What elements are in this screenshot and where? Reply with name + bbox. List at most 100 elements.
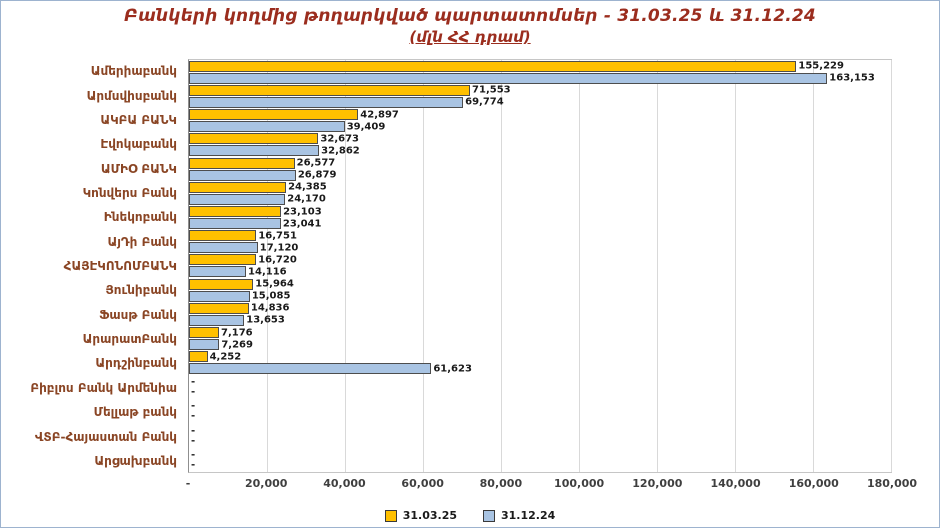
bar-row: 16,720 14,116 [189, 254, 891, 278]
gridline [812, 60, 814, 472]
bar-row: 155,229 163,153 [189, 60, 891, 84]
category-label: Արդշինբանկ [95, 356, 177, 371]
category-label: Յունիբանկ [105, 283, 177, 298]
bar-31.03.25: 14,836 [189, 302, 289, 314]
bar-31.12.24: 23,041 [189, 218, 321, 230]
x-tick-label: 140,000 [710, 477, 761, 490]
category-label: ԱԿԲԱ ԲԱՆԿ [100, 112, 177, 127]
bar-31.03.25: 71,553 [189, 84, 511, 96]
value-label: - [191, 459, 196, 471]
bar-row: -- [189, 424, 891, 448]
legend-label: 31.12.24 [501, 509, 556, 522]
plot-area: 155,229 163,153 71,553 69,774 42,897 39,409 32… [188, 59, 892, 473]
x-tick-label: 20,000 [244, 477, 288, 490]
gridline [579, 60, 580, 472]
bar-31.03.25: 15,964 [189, 278, 294, 290]
value-label: - [191, 435, 196, 447]
x-tick-label: 180,000 [866, 477, 918, 490]
bar-row: 23,103 23,041 [189, 205, 891, 230]
bar-row: -- [189, 448, 891, 472]
value-label: - [191, 410, 196, 422]
bar-row: 24,385 24,170 [189, 181, 891, 205]
value-label: 16,751 [258, 230, 297, 242]
value-label: - [191, 376, 196, 388]
category-label: Բիբլոս Բանկ Արմենիա [30, 380, 177, 395]
value-label: 23,103 [283, 206, 322, 218]
value-label: - [191, 386, 196, 398]
bar-31.12.24: 39,409 [189, 121, 385, 133]
category-label: ՎՏԲ-Հայաստան Բանկ [34, 429, 177, 444]
x-tick-label: 120,000 [632, 477, 683, 490]
bar-31.12.24: 163,153 [189, 72, 875, 84]
value-label: 163,153 [829, 72, 875, 84]
bar-row: 32,673 32,862 [189, 133, 891, 157]
gridline [657, 60, 658, 472]
bar-row: 14,836 13,653 [189, 302, 891, 326]
value-label: 15,964 [255, 278, 294, 290]
value-label: 71,553 [472, 84, 511, 96]
bar-31.03.25: 4,252 [189, 351, 241, 363]
category-label: ՀԱՅԷԿՈՆՈՄԲԱՆԿ [63, 259, 177, 274]
category-label: Մելլաթ բանկ [93, 405, 177, 420]
category-label: Կոնվերս Բանկ [82, 185, 177, 200]
x-tick-label: 100,000 [554, 477, 605, 490]
bar-31.12.24: 61,623 [189, 363, 472, 375]
value-label: 14,836 [250, 302, 290, 314]
bar-row: 71,553 69,774 [189, 84, 891, 108]
value-label: 4,252 [209, 351, 242, 363]
value-label: 7,176 [220, 327, 253, 339]
x-axis: - 20,000 40,000 60,000 80,000 100,000 120,000 1… [185, 477, 917, 493]
value-label: 26,577 [296, 157, 336, 169]
category-axis: Ամերիաբանկ Արմսվիսբանկ ԱԿԲԱ ԲԱՆԿ Էվոկաբանկ Ա… [15, 59, 185, 473]
gridline [344, 60, 346, 472]
bar-row: 15,964 15,085 [189, 278, 891, 302]
bar-31.12.24: 17,120 [189, 242, 298, 254]
value-label: 15,085 [251, 290, 291, 302]
value-label: 155,229 [798, 60, 844, 72]
value-label: - [191, 449, 196, 461]
bar-row: -- [189, 399, 891, 423]
bar-31.03.25: 26,577 [189, 157, 335, 169]
bar-31.12.24: 69,774 [189, 96, 504, 108]
value-label: 42,897 [360, 109, 399, 121]
gridline [891, 60, 892, 472]
gridline [735, 60, 736, 472]
gridline [500, 60, 502, 472]
category-label: Ամերիաբանկ [90, 64, 177, 79]
bar-row: -- [189, 375, 891, 399]
value-label: 24,385 [288, 181, 327, 193]
value-label: 24,170 [287, 193, 326, 205]
bar-row: 16,751 17,120 [189, 230, 891, 254]
value-label: 39,409 [346, 121, 386, 133]
x-tick-label: 160,000 [788, 477, 839, 490]
gridline [423, 60, 424, 472]
bar-31.03.25: 24,385 [189, 181, 327, 193]
value-label: 14,116 [248, 266, 287, 278]
x-tick-label: - [185, 477, 191, 490]
value-label: 23,041 [282, 218, 322, 230]
bar-31.03.25: 32,673 [189, 133, 359, 145]
bar-31.12.24: 24,170 [189, 193, 326, 205]
bar-chart: Ամերիաբանկ Արմսվիսբանկ ԱԿԲԱ ԲԱՆԿ Էվոկաբանկ Ա… [15, 59, 892, 473]
bar-row: 7,176 7,269 [189, 327, 891, 351]
category-label: Էվոկաբանկ [100, 137, 177, 152]
legend: 31.03.25 31.12.24 [1, 509, 939, 522]
legend-swatch [384, 509, 397, 522]
bar-31.03.25: 155,229 [189, 60, 844, 72]
category-label: Ֆասթ Բանկ [99, 307, 177, 322]
bar-row: 42,897 39,409 [189, 108, 891, 133]
value-label: - [191, 425, 196, 437]
x-tick-label: 40,000 [323, 477, 366, 490]
bar-31.12.24: 32,862 [189, 145, 360, 157]
category-label: Արցախբանկ [94, 453, 177, 468]
value-label: 32,673 [320, 133, 360, 145]
bar-31.03.25: 16,720 [189, 254, 297, 266]
value-label: - [191, 400, 196, 412]
x-tick-label: 60,000 [401, 477, 444, 490]
value-label: 26,879 [297, 169, 337, 181]
category-label: ԱրարատԲանկ [82, 332, 177, 347]
bar-31.12.24: 26,879 [189, 169, 336, 181]
bar-31.12.24: 15,085 [189, 290, 290, 302]
bar-31.03.25: 23,103 [189, 206, 322, 218]
